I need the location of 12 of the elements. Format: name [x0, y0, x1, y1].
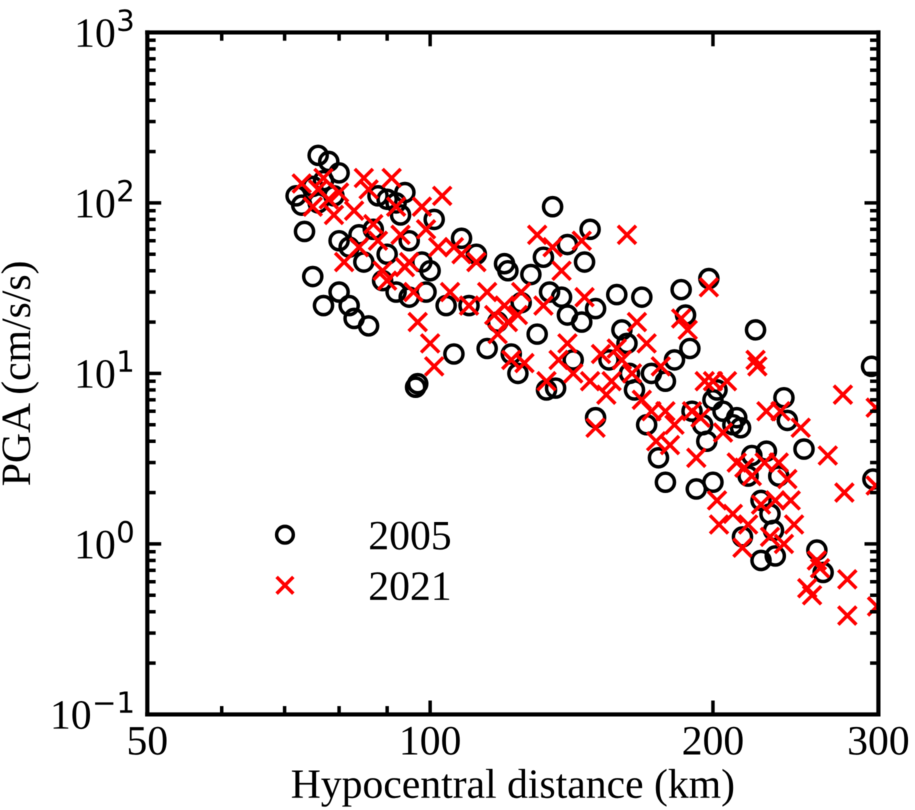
y-tick-label: 10$^{1}$ — [78, 350, 132, 388]
x-tick-label: 300 — [849, 726, 908, 755]
legend-label: 2021 — [370, 572, 450, 600]
legend-label: 2005 — [370, 522, 450, 550]
x-tick-label: 50 — [128, 726, 167, 755]
x-tick-label: 200 — [684, 726, 743, 755]
y-axis-title: PGA (cm/s/s) — [1, 262, 39, 486]
x-tick-label: 100 — [402, 726, 460, 755]
y-tick-label: 10$^{0}$ — [78, 520, 133, 559]
y-tick-label: 10$^{3}$ — [78, 9, 132, 48]
x-axis-title: Hypocentral distance (km) — [292, 768, 734, 807]
y-tick-label: 10$^{2}$ — [78, 180, 132, 218]
